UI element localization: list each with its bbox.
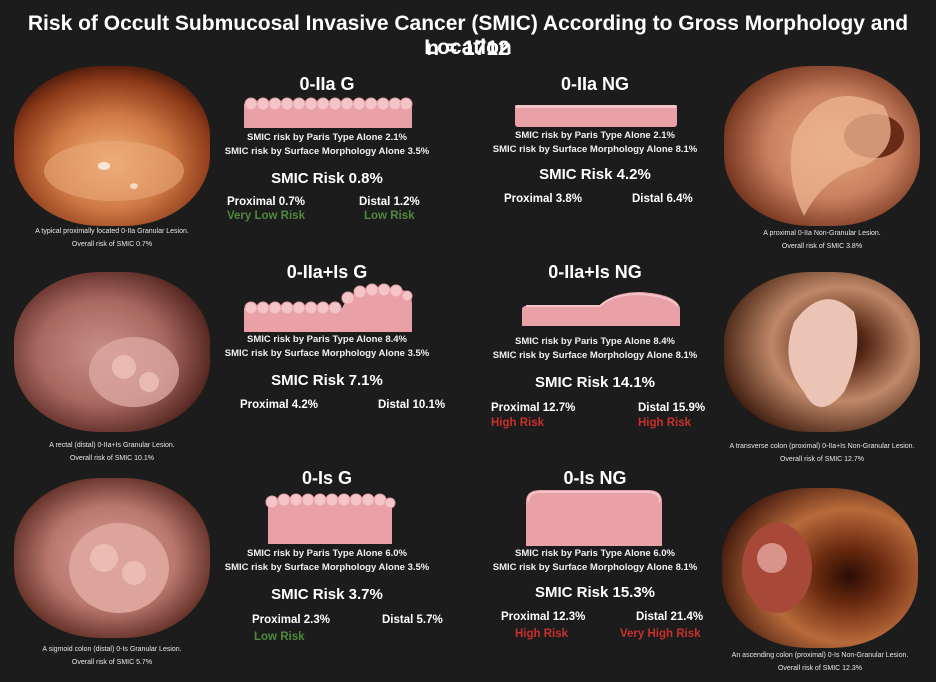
proximal-risk-tag: High Risk xyxy=(515,628,569,640)
photo-caption: A rectal (distal) 0-IIa+Is Granular Lesi… xyxy=(49,442,175,449)
distal-risk: Distal 5.7% xyxy=(382,614,443,626)
panel-title: 0-IIa G xyxy=(299,74,355,94)
lesion-shape-granular-flat xyxy=(244,97,413,128)
proximal-risk-tag: High Risk xyxy=(491,417,545,429)
proximal-risk: Proximal 12.3% xyxy=(501,611,586,623)
distal-risk-tag: High Risk xyxy=(638,417,692,429)
proximal-risk: Proximal 4.2% xyxy=(240,399,318,411)
photo-caption: A transverse colon (proximal) 0-IIa+Is N… xyxy=(729,443,915,450)
figure-title: Risk of Occult Submucosal Invasive Cance… xyxy=(27,12,909,59)
photo-caption-risk: Overall risk of SMIC 0.7% xyxy=(71,241,153,248)
panel-0-iia-is-ng: 0-IIa+Is NG SMIC risk by Paris Type Alon… xyxy=(480,258,710,433)
paris-risk-label: SMIC risk by Paris Type Alone 8.4% xyxy=(515,336,675,347)
smic-risk: SMIC Risk 4.2% xyxy=(539,166,651,183)
panel-0-iia-ng: 0-IIa NG SMIC risk by Paris Type Alone 2… xyxy=(480,70,710,230)
distal-risk: Distal 21.4% xyxy=(636,611,704,623)
smic-risk: SMIC Risk 15.3% xyxy=(534,584,656,601)
photo-caption-risk: Overall risk of SMIC 10.1% xyxy=(69,455,155,462)
surface-risk-label: SMIC risk by Surface Morphology Alone 8.… xyxy=(492,562,698,573)
endoscopy-photo-0-iia-ng xyxy=(724,66,920,226)
photo-caption: A typical proximally located 0-IIa Granu… xyxy=(35,228,189,235)
photo-caption-risk: Overall risk of SMIC 12.3% xyxy=(777,665,863,672)
endoscopy-photo-0-iia-is-g xyxy=(14,272,210,432)
lesion-shape-nongranular-flat xyxy=(515,105,677,127)
panel-0-iia-g: 0-IIa G SMIC risk by Paris Type Alone 2.… xyxy=(212,70,442,230)
proximal-risk: Proximal 2.3% xyxy=(252,614,330,626)
photo-caption: An ascending colon (proximal) 0-Is Non-G… xyxy=(731,652,909,659)
proximal-risk-tag: Low Risk xyxy=(254,631,305,643)
endoscopy-photo-0-is-ng xyxy=(722,488,918,648)
panel-0-is-ng: 0-Is NG SMIC risk by Paris Type Alone 6.… xyxy=(480,464,710,644)
lesion-shape-nongranular-protruded xyxy=(526,490,662,546)
endoscopy-photo-0-iia-g xyxy=(14,66,210,226)
panel-title: 0-IIa NG xyxy=(560,74,630,94)
photo-caption-risk: Overall risk of SMIC 5.7% xyxy=(71,659,153,666)
paris-risk-label: SMIC risk by Paris Type Alone 2.1% xyxy=(515,130,675,141)
distal-risk: Distal 6.4% xyxy=(632,193,693,205)
paris-risk-label: SMIC risk by Paris Type Alone 6.0% xyxy=(247,548,407,559)
smic-risk: SMIC Risk 7.1% xyxy=(271,372,383,389)
surface-risk-label: SMIC risk by Surface Morphology Alone 8.… xyxy=(492,144,698,155)
surface-risk-label: SMIC risk by Surface Morphology Alone 3.… xyxy=(224,348,430,359)
paris-risk-label: SMIC risk by Paris Type Alone 6.0% xyxy=(515,548,675,559)
paris-risk-label: SMIC risk by Paris Type Alone 2.1% xyxy=(247,132,407,143)
lesion-shape-nongranular-mixed xyxy=(522,292,680,326)
proximal-risk: Proximal 0.7% xyxy=(227,196,305,208)
smic-risk: SMIC Risk 0.8% xyxy=(271,170,383,187)
panel-title: 0-Is NG xyxy=(563,468,627,488)
surface-risk-label: SMIC risk by Surface Morphology Alone 8.… xyxy=(492,350,698,361)
surface-risk-label: SMIC risk by Surface Morphology Alone 3.… xyxy=(224,562,430,573)
surface-risk-label: SMIC risk by Surface Morphology Alone 3.… xyxy=(224,146,430,157)
distal-risk-tag: Low Risk xyxy=(364,210,415,222)
panel-0-iia-is-g: 0-IIa+Is G SMIC risk by Paris Type Alone… xyxy=(212,258,446,433)
lesion-shape-granular-protruded xyxy=(265,493,396,544)
lesion-shape-granular-mixed xyxy=(244,283,413,332)
smic-risk: SMIC Risk 3.7% xyxy=(271,586,383,603)
photo-caption: A sigmoid colon (distal) 0-Is Granular L… xyxy=(42,646,182,653)
distal-risk: Distal 1.2% xyxy=(359,196,420,208)
proximal-risk-tag: Very Low Risk xyxy=(227,210,305,222)
proximal-risk: Proximal 12.7% xyxy=(491,402,576,414)
paris-risk-label: SMIC risk by Paris Type Alone 8.4% xyxy=(247,334,407,345)
photo-caption-risk: Overall risk of SMIC 12.7% xyxy=(779,456,865,463)
endoscopy-photo-0-is-g xyxy=(14,478,210,638)
smic-risk: SMIC Risk 14.1% xyxy=(534,374,656,391)
distal-risk-tag: Very High Risk xyxy=(620,628,701,640)
sample-size: n = 1712 xyxy=(426,37,510,60)
distal-risk: Distal 15.9% xyxy=(638,402,706,414)
photo-caption-risk: Overall risk of SMIC 3.8% xyxy=(781,243,863,250)
photo-caption: A proximal 0-IIa Non-Granular Lesion. xyxy=(763,230,881,237)
proximal-risk: Proximal 3.8% xyxy=(504,193,582,205)
endoscopy-photo-0-iia-is-ng xyxy=(724,272,920,432)
panel-title: 0-IIa+Is G xyxy=(286,262,368,282)
panel-title: 0-IIa+Is NG xyxy=(548,262,642,282)
distal-risk: Distal 10.1% xyxy=(378,399,446,411)
panel-title: 0-Is G xyxy=(301,468,353,488)
panel-0-is-g: 0-Is G SMIC risk by Paris Type Alone 6.0… xyxy=(212,464,443,644)
